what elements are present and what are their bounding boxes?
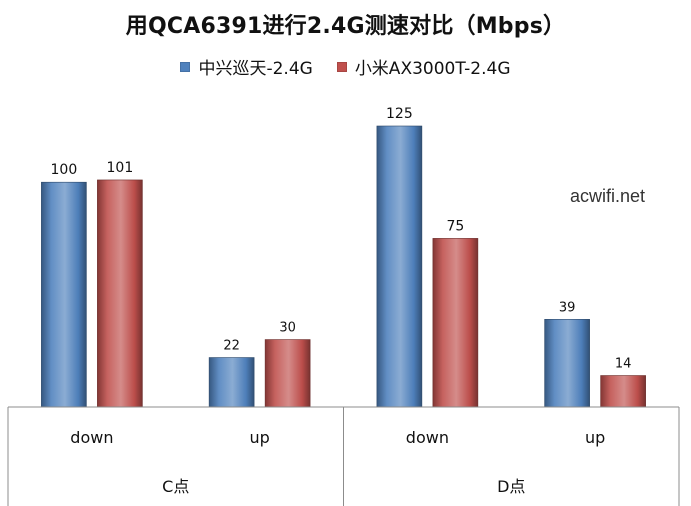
- data-label-3-series-2: 75: [446, 218, 464, 234]
- legend: 中兴巡天-2.4G 小米AX3000T-2.4G: [0, 54, 691, 79]
- bar-up-2-series-2: [264, 339, 311, 408]
- data-label-4-series-2: 14: [615, 357, 632, 372]
- bars-layer: [41, 125, 646, 408]
- bar-up-4-series-2: [600, 375, 646, 408]
- legend-label-series-1: 中兴巡天-2.4G: [198, 59, 313, 79]
- legend-item-series-1: 中兴巡天-2.4G: [180, 54, 313, 79]
- group-label-1: C点: [162, 477, 189, 496]
- legend-swatch-series-2: [336, 61, 347, 72]
- data-label-1-series-2: 101: [107, 160, 134, 176]
- bar-down-1-series-1: [41, 181, 87, 408]
- tick-label-down-3: down: [406, 428, 449, 447]
- data-label-2-series-2: 30: [279, 321, 296, 336]
- bar-down-3-series-2: [432, 238, 479, 408]
- data-label-1-series-1: 100: [51, 162, 78, 178]
- data-label-4-series-1: 39: [559, 300, 576, 315]
- bar-up-2-series-1: [208, 357, 255, 408]
- chart-title: 用QCA6391进行2.4G测速对比（Mbps）: [125, 14, 566, 39]
- bar-up-4-series-1: [544, 319, 590, 408]
- legend-item-series-2: 小米AX3000T-2.4G: [336, 54, 511, 79]
- category-axis: C点 D点 down up down up: [7, 406, 680, 506]
- bar-down-3-series-1: [376, 125, 423, 408]
- tick-label-down-1: down: [70, 428, 113, 447]
- data-labels-layer: 100 22 125 39 101 30 75 14: [51, 106, 632, 372]
- legend-label-series-2: 小米AX3000T-2.4G: [354, 59, 511, 79]
- legend-swatch-series-1: [180, 61, 191, 72]
- data-label-2-series-1: 22: [223, 339, 240, 354]
- bar-down-1-series-2: [97, 179, 143, 408]
- tick-label-up-4: up: [585, 428, 605, 447]
- watermark-text: acwifi.net: [570, 186, 646, 206]
- data-label-3-series-1: 125: [386, 106, 413, 122]
- tick-label-up-2: up: [249, 428, 269, 447]
- group-label-2: D点: [497, 477, 525, 496]
